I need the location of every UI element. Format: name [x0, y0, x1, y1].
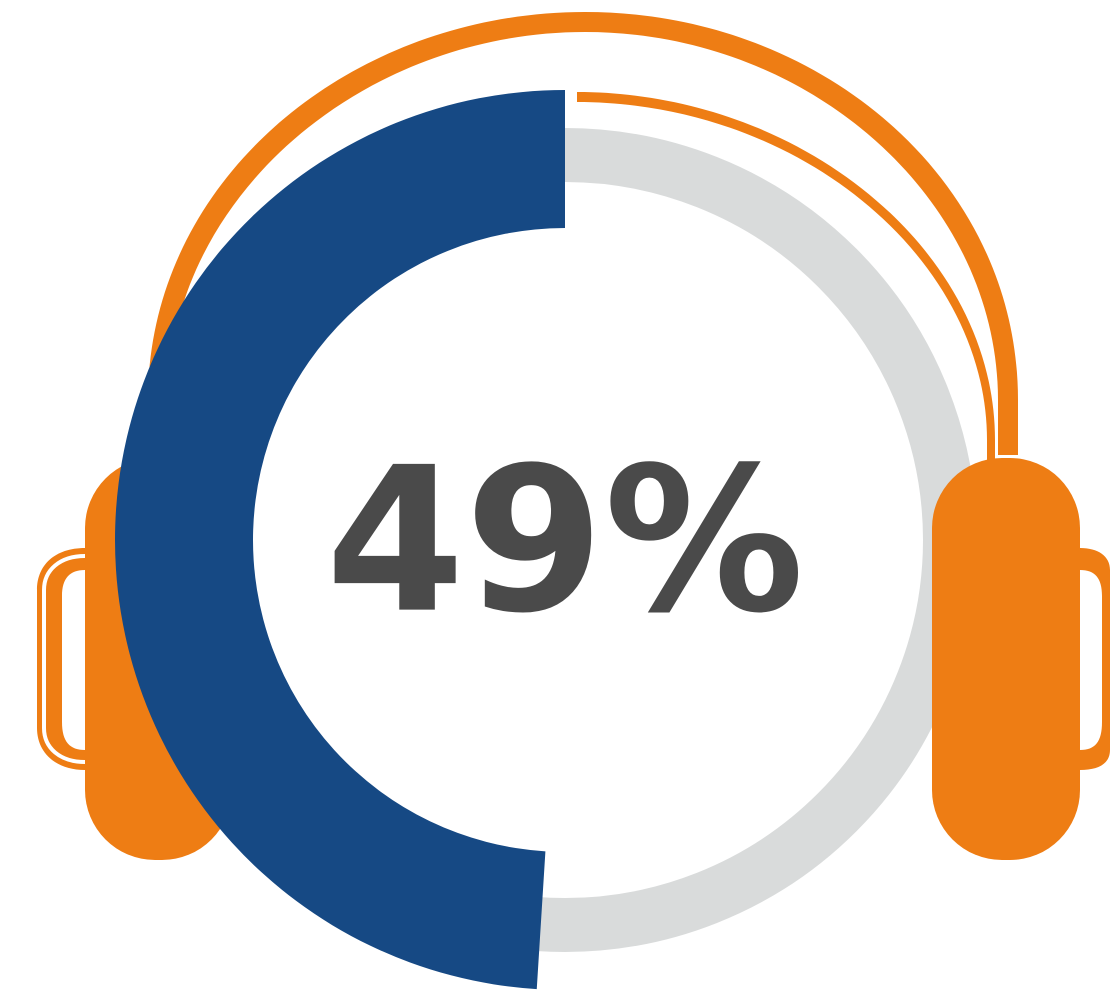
gauge-segment [115, 90, 566, 990]
left-earpad-outline [42, 554, 86, 764]
left-earpad [37, 548, 85, 770]
right-earcup [932, 458, 1080, 860]
value-label: 49% [326, 425, 805, 658]
right-earpad [1080, 548, 1110, 770]
gauge [115, 90, 1110, 990]
